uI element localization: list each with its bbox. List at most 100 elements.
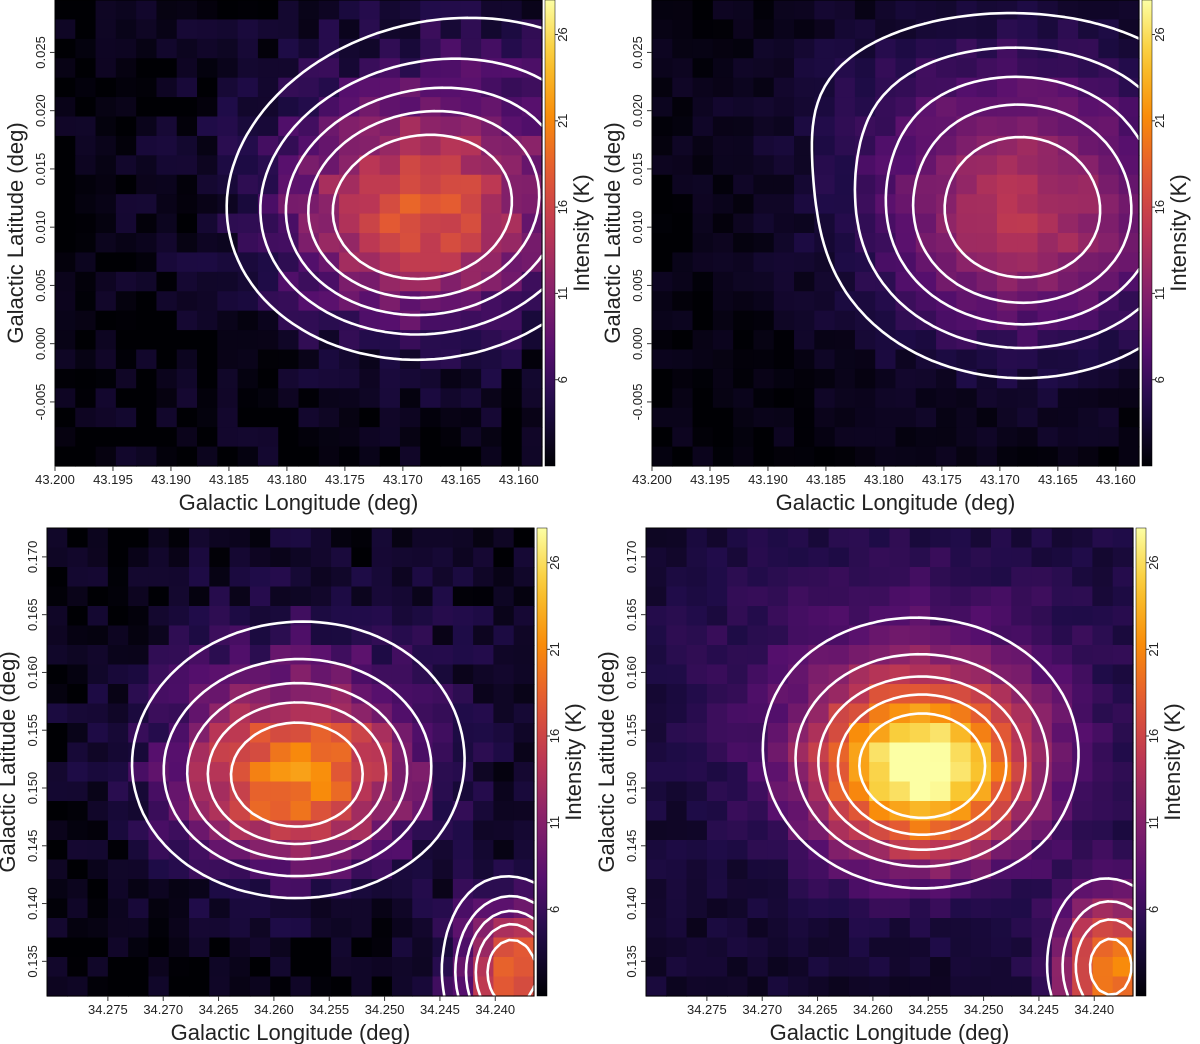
heatmap-cell [686,684,708,705]
heatmap-cell [278,58,300,79]
heatmap-cell [666,586,688,607]
heatmap-cell [209,937,231,958]
heatmap-cell [412,567,434,588]
heatmap-cell [493,859,515,880]
heatmap-cell [828,547,850,568]
heatmap-cell [788,820,809,841]
heatmap-cell [1092,528,1114,549]
x-tick-label: 34.255 [309,1002,349,1017]
heatmap-cell [996,77,1018,98]
heatmap-cell [298,0,320,21]
heatmap-cell [168,664,190,685]
heatmap-cell [646,937,667,958]
heatmap-cell [359,194,381,215]
heatmap-cell [217,116,239,137]
heatmap-cell [950,528,972,549]
heatmap-cell [733,77,755,98]
heatmap-cell [1118,233,1140,254]
heatmap-cell [1037,368,1059,389]
y-tick-label: 0.005 [630,269,645,302]
heatmap-cell [55,116,76,137]
heatmap-cell [1057,174,1079,195]
heatmap-cell [794,174,815,195]
heatmap-cell [412,645,434,666]
heatmap-cell [1051,918,1073,939]
heatmap-cell [197,271,218,292]
heatmap-cell [1072,879,1094,900]
heatmap-cell [197,0,218,21]
heatmap-cell [168,957,190,978]
heatmap-cell [432,606,454,627]
heatmap-cell [727,879,749,900]
heatmap-cell [1017,135,1039,156]
heatmap-cell [970,820,992,841]
y-tick-label: 0.005 [33,269,48,302]
heatmap-cell [733,135,755,156]
heatmap-cell [379,446,401,467]
heatmap-cell [652,135,673,156]
heatmap-cell [55,38,76,59]
heatmap-cells [55,0,543,467]
heatmap-cell [889,528,911,549]
heatmap-cell [828,528,850,549]
heatmap-cell [318,19,340,40]
heatmap-cell [834,97,856,118]
heatmap-cell [270,625,292,646]
heatmap-cell [432,586,454,607]
heatmap-cell [168,586,190,607]
heatmap-cell [950,567,972,588]
heatmap-cell [930,684,951,705]
heatmap-cell [452,567,474,588]
heatmap-cell [936,38,957,59]
heatmap-cell [440,135,462,156]
heatmap-cell [379,310,401,331]
heatmap-cell [473,742,495,763]
heatmap-cell [136,213,158,234]
heatmap-cell [47,781,68,802]
heatmap-cell [915,38,937,59]
heatmap-cell [686,781,708,802]
heatmap-cell [501,135,523,156]
heatmap-cell [970,528,992,549]
heatmap-cell [47,645,68,666]
heatmap-cell [869,703,891,724]
heatmap-cell [909,937,931,958]
heatmap-cell [391,957,413,978]
heatmap-cell [889,606,911,627]
heatmap-cell [1072,606,1094,627]
heatmap-cell [310,918,332,939]
heatmap-cell [814,0,836,21]
heatmap-cell [371,762,393,783]
heatmap-cell [501,407,523,428]
heatmap-cell [1098,77,1120,98]
heatmap-cell [1118,19,1140,40]
heatmap-cell [460,427,482,448]
heatmap-cell [1017,291,1039,312]
heatmap-cell [686,742,708,763]
heatmap-cell [128,528,150,549]
heatmap-cell [909,723,931,744]
heatmap-cell [176,233,198,254]
heatmap-cell [970,801,992,822]
heatmap-cell [1017,388,1039,409]
heatmap-cell [915,174,937,195]
heatmap-cell [848,703,870,724]
heatmap-cell [889,547,911,568]
heatmap-cell [1011,898,1033,919]
heatmap-cell [712,271,734,292]
heatmap-cell [692,349,714,370]
heatmap-cell [339,174,360,195]
heatmap-cell [87,606,109,627]
heatmap-cell [115,135,137,156]
heatmap-cell [270,976,292,997]
heatmap-cell [1017,116,1039,137]
heatmap-cell [1037,116,1059,137]
heatmap-cell [976,427,998,448]
heatmap-cell [339,330,360,351]
heatmap-cell [237,116,259,137]
heatmap-cell [452,625,474,646]
heatmap-cell [895,368,917,389]
heatmap-cell [115,116,137,137]
heatmap-cell [473,703,495,724]
heatmap-cell [75,446,97,467]
